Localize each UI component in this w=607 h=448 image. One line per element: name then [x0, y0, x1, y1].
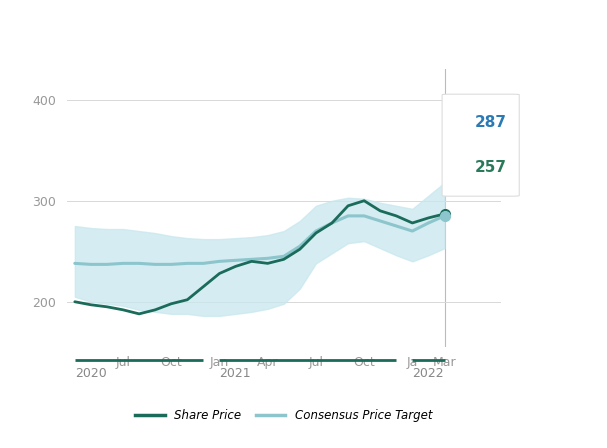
- Legend: Share Price, Consensus Price Target: Share Price, Consensus Price Target: [131, 405, 437, 427]
- Text: AVERAGE SHARE PRICE AND PRICE TARGET BY MONTH: AVERAGE SHARE PRICE AND PRICE TARGET BY …: [15, 19, 419, 32]
- Text: 2022: 2022: [412, 367, 444, 380]
- Text: 2020: 2020: [75, 367, 107, 380]
- Text: 287: 287: [475, 116, 506, 130]
- Text: 257: 257: [475, 160, 506, 175]
- Text: 2021: 2021: [220, 367, 251, 380]
- FancyBboxPatch shape: [442, 94, 519, 196]
- Text: ?: ?: [571, 21, 577, 31]
